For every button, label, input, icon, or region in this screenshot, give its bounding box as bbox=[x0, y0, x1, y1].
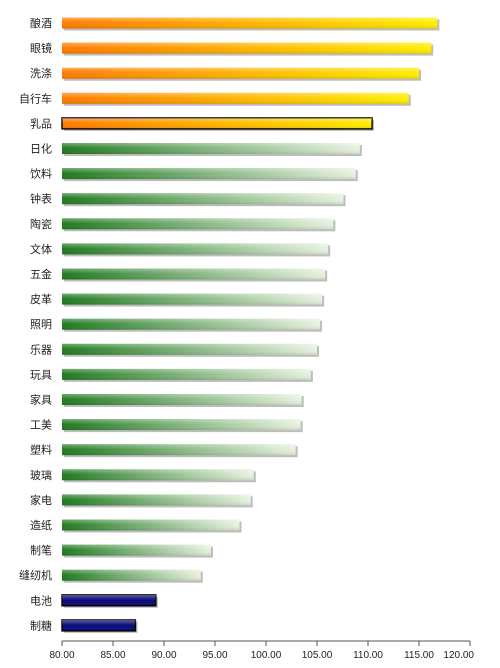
bar-gloss bbox=[62, 143, 360, 154]
bar-gloss bbox=[62, 42, 432, 54]
bar-gloss bbox=[62, 544, 211, 556]
bar-gloss bbox=[62, 67, 419, 79]
bar-gloss bbox=[62, 117, 373, 129]
bar-gloss bbox=[62, 268, 326, 280]
category-label: 制笔 bbox=[30, 543, 52, 557]
category-label: 玩具 bbox=[30, 368, 52, 381]
bar-gloss bbox=[62, 494, 251, 506]
x-axis: 80.00 85.00 90.00 95.00 100.00 105.00 110.00 11… bbox=[49, 640, 474, 661]
category-label: 造纸 bbox=[30, 518, 52, 532]
category-label: 照明 bbox=[30, 318, 52, 331]
category-label: 乐器 bbox=[30, 343, 52, 356]
bar-gloss bbox=[62, 569, 201, 581]
bar-gloss bbox=[62, 318, 321, 330]
bar-gloss bbox=[62, 92, 409, 104]
bar-gloss bbox=[62, 519, 240, 531]
bar-gloss bbox=[62, 594, 156, 606]
category-label: 钟表 bbox=[30, 192, 52, 206]
category-label: 电池 bbox=[30, 594, 52, 607]
category-label: 陶瓷 bbox=[30, 217, 52, 231]
category-label: 玻璃 bbox=[30, 468, 52, 482]
category-label: 家电 bbox=[30, 493, 52, 507]
bar-gloss bbox=[62, 193, 344, 205]
category-label: 自行车 bbox=[19, 91, 52, 105]
bar-gloss bbox=[62, 419, 301, 431]
category-label: 乳品 bbox=[30, 117, 52, 130]
category-label: 皮革 bbox=[30, 292, 52, 306]
category-labels: 酿酒眼镜洗涤自行车乳品日化饮料钟表陶瓷文体五金皮革照明乐器玩具家具工美塑料玻璃家… bbox=[19, 16, 52, 632]
x-tick-label: 110.00 bbox=[353, 650, 383, 661]
bar-gloss bbox=[62, 168, 356, 180]
bar-gloss bbox=[62, 619, 136, 631]
category-label: 五金 bbox=[30, 267, 52, 281]
bar-gloss bbox=[62, 218, 334, 230]
category-label: 工美 bbox=[30, 419, 52, 432]
category-label: 饮料 bbox=[30, 167, 52, 181]
category-label: 酿酒 bbox=[30, 16, 52, 30]
bar-gloss bbox=[62, 469, 254, 481]
x-tick-label: 120.00 bbox=[443, 650, 474, 661]
category-label: 眼镜 bbox=[30, 41, 52, 55]
category-label: 洗涤 bbox=[30, 66, 52, 80]
x-tick-label: 85.00 bbox=[100, 650, 125, 661]
category-label: 家具 bbox=[30, 393, 52, 407]
bars-group bbox=[61, 17, 440, 633]
bar-gloss bbox=[62, 17, 438, 29]
x-tick-label: 95.00 bbox=[202, 650, 227, 661]
x-tick-label: 80.00 bbox=[49, 650, 74, 661]
category-label: 塑料 bbox=[30, 443, 52, 457]
bar-gloss bbox=[62, 293, 323, 305]
bar-gloss bbox=[62, 394, 302, 405]
bar-gloss bbox=[62, 243, 329, 255]
x-tick-label: 100.00 bbox=[251, 650, 282, 661]
bar-gloss bbox=[62, 343, 317, 355]
bar-gloss bbox=[62, 444, 296, 456]
category-label: 文体 bbox=[30, 242, 52, 256]
x-tick-label: 90.00 bbox=[151, 650, 176, 661]
bar-gloss bbox=[62, 368, 311, 380]
category-label: 缝纫机 bbox=[19, 568, 52, 582]
category-label: 日化 bbox=[30, 142, 52, 156]
x-tick-label: 115.00 bbox=[404, 650, 434, 661]
x-tick-label: 105.00 bbox=[302, 650, 333, 661]
category-label: 制糖 bbox=[30, 618, 52, 632]
